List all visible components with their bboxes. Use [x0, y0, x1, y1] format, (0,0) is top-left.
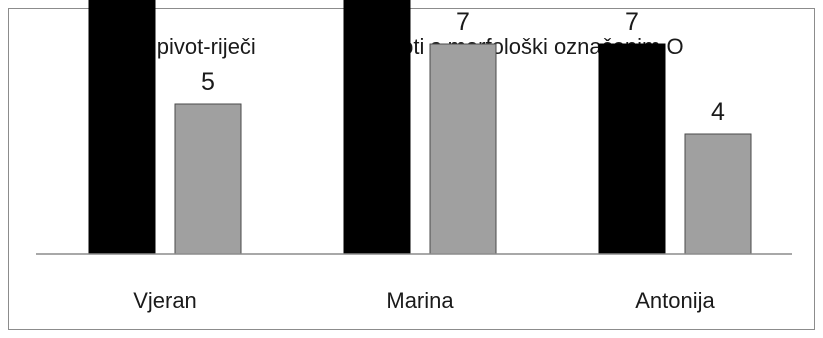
bar-antonija-series-1 [598, 43, 666, 255]
data-label-marina-series-2: 7 [456, 8, 470, 36]
bar-vjeran-series-2 [174, 103, 242, 255]
data-label-antonija-series-1: 7 [625, 8, 639, 36]
bar-marina-series-1 [343, 0, 411, 255]
category-label-vjeran: Vjeran [133, 288, 197, 313]
bar-antonija-series-2 [684, 133, 752, 255]
bar-marina-series-2 [429, 43, 497, 255]
category-label-marina: Marina [386, 288, 454, 313]
data-label-vjeran-series-2: 5 [201, 68, 215, 96]
data-label-antonija-series-2: 4 [711, 98, 725, 126]
category-label-antonija: Antonija [635, 288, 715, 313]
bar-vjeran-series-1 [88, 0, 156, 255]
